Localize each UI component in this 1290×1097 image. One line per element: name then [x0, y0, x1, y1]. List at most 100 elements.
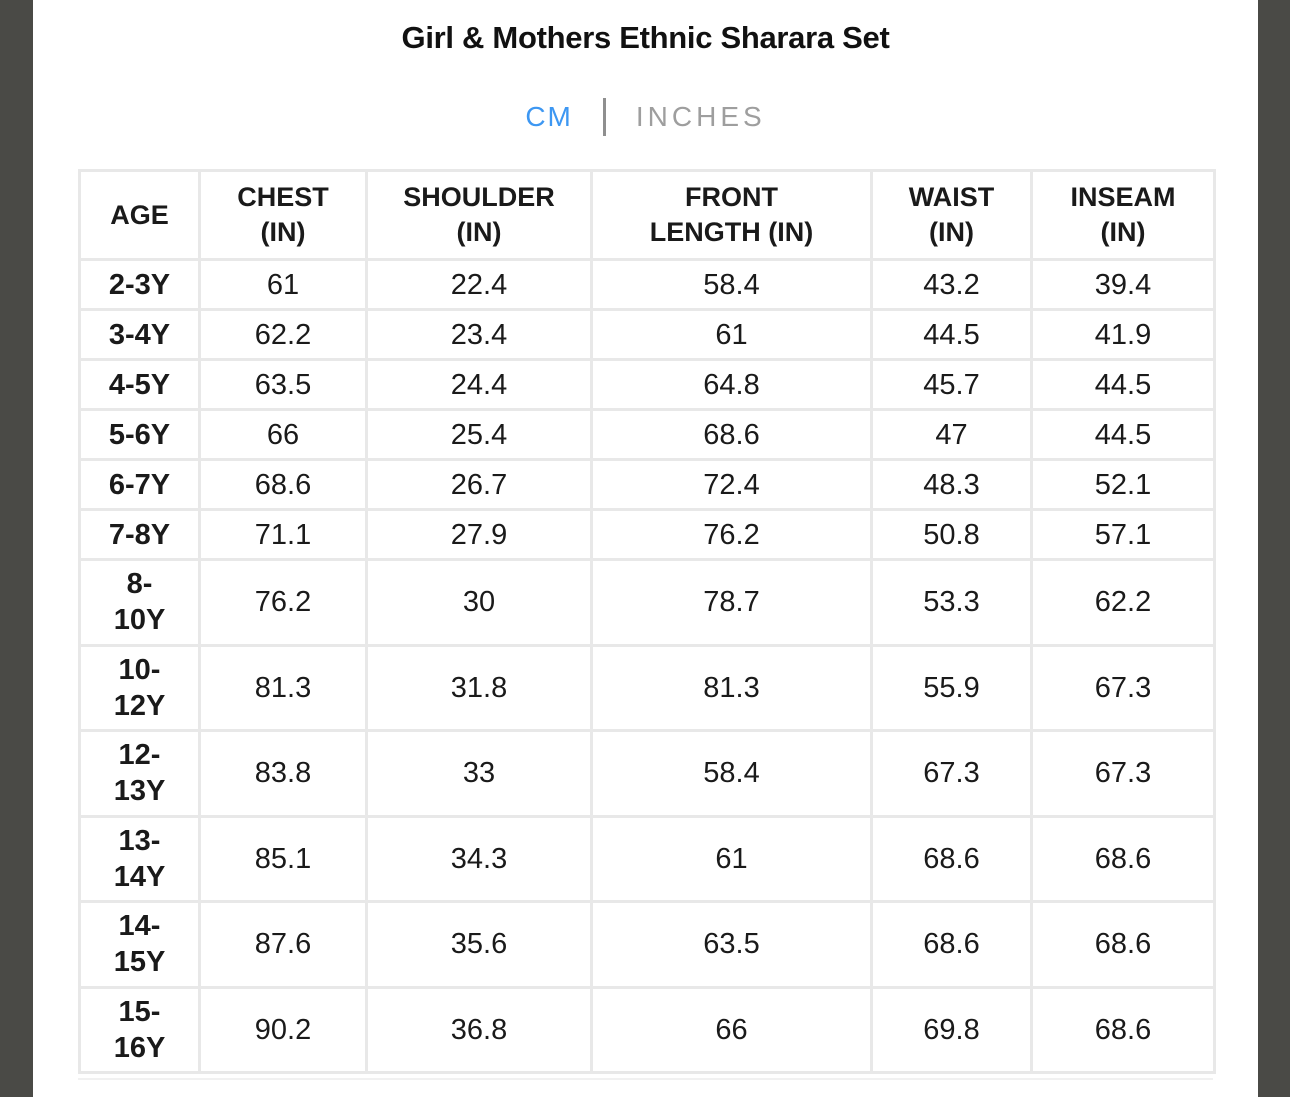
- table-row: 5-6Y 66 25.4 68.6 47 44.5: [78, 408, 1216, 462]
- column-header: SHOULDER (IN): [365, 168, 593, 262]
- age-cell: 6-7Y: [78, 458, 201, 512]
- value-cell: 68.6: [870, 814, 1033, 904]
- value-cell: 44.5: [1030, 408, 1216, 462]
- value-cell: 66: [590, 985, 873, 1075]
- value-cell: 48.3: [870, 458, 1033, 512]
- unit-option-cm[interactable]: CM: [525, 101, 573, 132]
- value-cell: 58.4: [590, 729, 873, 818]
- column-header: FRONT LENGTH (IN): [590, 168, 873, 262]
- value-cell: 33: [365, 729, 593, 818]
- value-cell: 66: [198, 408, 368, 462]
- value-cell: 55.9: [870, 643, 1033, 733]
- value-cell: 87.6: [198, 900, 368, 989]
- age-cell: 10- 12Y: [78, 643, 201, 733]
- value-cell: 76.2: [198, 558, 368, 647]
- value-cell: 81.3: [590, 643, 873, 733]
- size-chart-panel: Girl & Mothers Ethnic Sharara Set CM INC…: [33, 0, 1258, 1097]
- age-cell: 14- 15Y: [78, 900, 201, 989]
- value-cell: 90.2: [198, 985, 368, 1075]
- column-header: AGE: [78, 168, 201, 262]
- value-cell: 68.6: [1030, 900, 1216, 989]
- value-cell: 24.4: [365, 358, 593, 412]
- value-cell: 61: [198, 258, 368, 312]
- value-cell: 44.5: [1030, 358, 1216, 412]
- age-cell: 15- 16Y: [78, 985, 201, 1075]
- value-cell: 81.3: [198, 643, 368, 733]
- value-cell: 68.6: [1030, 814, 1216, 904]
- value-cell: 67.3: [870, 729, 1033, 818]
- value-cell: 34.3: [365, 814, 593, 904]
- age-cell: 5-6Y: [78, 408, 201, 462]
- value-cell: 26.7: [365, 458, 593, 512]
- table-row: 3-4Y 62.2 23.4 61 44.5 41.9: [78, 308, 1216, 362]
- table-row: 13- 14Y 85.1 34.3 61 68.6 68.6: [78, 814, 1216, 904]
- value-cell: 30: [365, 558, 593, 647]
- value-cell: 58.4: [590, 258, 873, 312]
- value-cell: 39.4: [1030, 258, 1216, 312]
- table-row: 7-8Y 71.1 27.9 76.2 50.8 57.1: [78, 508, 1216, 562]
- value-cell: 62.2: [198, 308, 368, 362]
- value-cell: 63.5: [198, 358, 368, 412]
- value-cell: 68.6: [198, 458, 368, 512]
- page-title: Girl & Mothers Ethnic Sharara Set: [401, 20, 890, 55]
- value-cell: 69.8: [870, 985, 1033, 1075]
- value-cell: 57.1: [1030, 508, 1216, 562]
- table-bottom-divider: [78, 1078, 1213, 1081]
- value-cell: 43.2: [870, 258, 1033, 312]
- table-row: 8- 10Y 76.2 30 78.7 53.3 62.2: [78, 558, 1216, 647]
- table-row: 6-7Y 68.6 26.7 72.4 48.3 52.1: [78, 458, 1216, 512]
- value-cell: 50.8: [870, 508, 1033, 562]
- value-cell: 31.8: [365, 643, 593, 733]
- value-cell: 44.5: [870, 308, 1033, 362]
- age-cell: 3-4Y: [78, 308, 201, 362]
- value-cell: 71.1: [198, 508, 368, 562]
- table-row: 4-5Y 63.5 24.4 64.8 45.7 44.5: [78, 358, 1216, 412]
- left-frame-bar: [0, 0, 33, 1097]
- table-row: 14- 15Y 87.6 35.6 63.5 68.6 68.6: [78, 900, 1216, 989]
- column-header: WAIST (IN): [870, 168, 1033, 262]
- value-cell: 76.2: [590, 508, 873, 562]
- value-cell: 67.3: [1030, 643, 1216, 733]
- table-header-row: AGE CHEST (IN) SHOULDER (IN) FRONT LENGTH (…: [78, 168, 1216, 262]
- value-cell: 72.4: [590, 458, 873, 512]
- table-row: 12- 13Y 83.8 33 58.4 67.3 67.3: [78, 729, 1216, 818]
- unit-toggle: CM INCHES: [33, 98, 1258, 136]
- right-frame-bar: [1258, 0, 1290, 1097]
- value-cell: 52.1: [1030, 458, 1216, 512]
- age-cell: 2-3Y: [78, 258, 201, 312]
- value-cell: 78.7: [590, 558, 873, 647]
- value-cell: 68.6: [1030, 985, 1216, 1075]
- age-cell: 8- 10Y: [78, 558, 201, 647]
- age-cell: 7-8Y: [78, 508, 201, 562]
- value-cell: 62.2: [1030, 558, 1216, 647]
- value-cell: 85.1: [198, 814, 368, 904]
- value-cell: 22.4: [365, 258, 593, 312]
- table-row: 2-3Y 61 22.4 58.4 43.2 39.4: [78, 258, 1216, 312]
- age-cell: 13- 14Y: [78, 814, 201, 904]
- value-cell: 61: [590, 308, 873, 362]
- unit-toggle-divider: [602, 98, 606, 136]
- value-cell: 36.8: [365, 985, 593, 1075]
- value-cell: 67.3: [1030, 729, 1216, 818]
- value-cell: 68.6: [590, 408, 873, 462]
- value-cell: 61: [590, 814, 873, 904]
- value-cell: 53.3: [870, 558, 1033, 647]
- value-cell: 27.9: [365, 508, 593, 562]
- unit-option-inches[interactable]: INCHES: [635, 101, 766, 132]
- value-cell: 83.8: [198, 729, 368, 818]
- column-header: CHEST (IN): [198, 168, 368, 262]
- size-chart-table: AGE CHEST (IN) SHOULDER (IN) FRONT LENGTH (…: [78, 168, 1216, 1075]
- table-row: 15- 16Y 90.2 36.8 66 69.8 68.6: [78, 985, 1216, 1075]
- value-cell: 25.4: [365, 408, 593, 462]
- value-cell: 64.8: [590, 358, 873, 412]
- table-row: 10- 12Y 81.3 31.8 81.3 55.9 67.3: [78, 643, 1216, 733]
- value-cell: 35.6: [365, 900, 593, 989]
- value-cell: 47: [870, 408, 1033, 462]
- age-cell: 12- 13Y: [78, 729, 201, 818]
- column-header: INSEAM (IN): [1030, 168, 1216, 262]
- value-cell: 68.6: [870, 900, 1033, 989]
- value-cell: 45.7: [870, 358, 1033, 412]
- age-cell: 4-5Y: [78, 358, 201, 412]
- value-cell: 23.4: [365, 308, 593, 362]
- value-cell: 63.5: [590, 900, 873, 989]
